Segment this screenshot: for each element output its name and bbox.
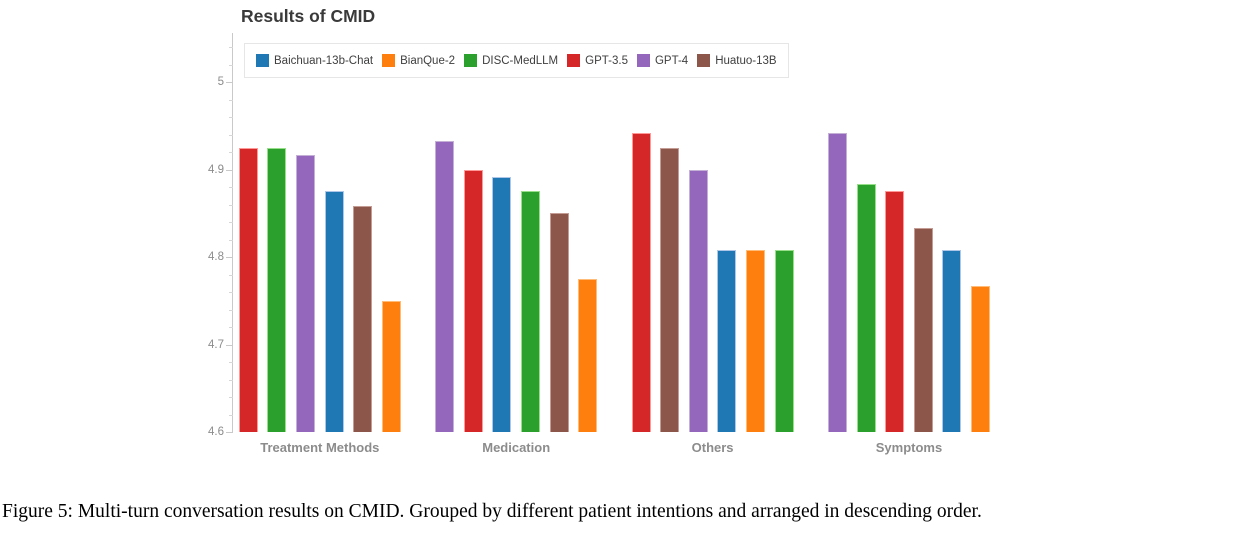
y-tick-label: 4.7 xyxy=(208,338,224,351)
y-axis-major-tick xyxy=(226,344,233,346)
bar-gpt-3.5 xyxy=(238,147,258,432)
y-axis-minor-tick xyxy=(229,309,233,311)
y-tick-label: 4.8 xyxy=(208,251,224,263)
bar-gpt-3.5 xyxy=(463,169,483,432)
y-axis-major-tick xyxy=(226,82,233,83)
figure-caption: Figure 5: Multi-turn conversation result… xyxy=(2,501,982,522)
legend-item: BianQue-2 xyxy=(382,54,455,67)
y-axis-minor-tick xyxy=(229,362,233,363)
y-tick-label: 5 xyxy=(217,76,224,88)
legend-label: GPT-4 xyxy=(654,54,689,67)
y-axis-minor-tick xyxy=(229,397,233,398)
legend-item: DISC-MedLLM xyxy=(464,54,558,67)
bar-disc-medllm xyxy=(774,250,794,432)
legend-item: GPT-3.5 xyxy=(567,54,628,67)
y-axis-minor-tick xyxy=(229,327,233,328)
bar-gpt-4 xyxy=(828,132,847,432)
y-axis-minor-tick xyxy=(229,379,233,381)
bar-huatuo-13b xyxy=(549,213,569,432)
y-axis-minor-tick xyxy=(229,99,233,101)
legend-label: BianQue-2 xyxy=(400,54,456,67)
bar-huatuo-13b xyxy=(660,147,680,432)
bar-group xyxy=(828,132,990,432)
bar-disc-medllm xyxy=(267,147,287,432)
y-tick-label: 4.9 xyxy=(208,163,224,176)
y-axis-major-tick xyxy=(226,169,233,171)
y-axis-major-tick xyxy=(226,432,233,433)
y-axis-minor-tick xyxy=(229,292,233,293)
plot-area: Baichuan-13b-Chat BianQue-2 DISC-MedLLM GPT… xyxy=(208,33,1011,455)
y-axis-minor-tick xyxy=(229,47,233,48)
legend-item: Huatuo-13B xyxy=(697,54,777,67)
bar-disc-medllm xyxy=(520,191,540,432)
y-axis-minor-tick xyxy=(229,134,233,136)
bar-huatuo-13b xyxy=(913,228,933,432)
bar-baichuan-13b-chat xyxy=(942,250,962,432)
legend: Baichuan-13b-Chat BianQue-2 DISC-MedLLM GPT… xyxy=(244,43,789,78)
y-axis-minor-tick xyxy=(229,187,233,188)
legend-swatch-icon xyxy=(636,54,650,67)
y-axis-minor-tick xyxy=(229,414,233,416)
category-label: Symptoms xyxy=(875,440,943,455)
y-axis-minor-tick xyxy=(229,274,233,276)
y-axis-minor-tick xyxy=(229,117,233,118)
legend-swatch-icon xyxy=(382,54,396,67)
legend-label: Baichuan-13b-Chat xyxy=(274,54,374,67)
chart-title: Results of CMID xyxy=(241,6,376,26)
bar-bianque-2 xyxy=(381,300,401,432)
bar-baichuan-13b-chat xyxy=(492,176,512,432)
y-axis-minor-tick xyxy=(229,64,233,66)
y-tick-label: 4.6 xyxy=(208,426,224,438)
y-axis-minor-tick xyxy=(229,204,233,206)
bar-gpt-4 xyxy=(295,154,315,432)
bar-gpt-4 xyxy=(688,169,708,432)
legend-item: GPT-4 xyxy=(636,54,689,67)
legend-swatch-icon xyxy=(697,54,711,67)
legend-swatch-icon xyxy=(464,54,478,67)
bar-disc-medllm xyxy=(856,184,876,432)
bar-bianque-2 xyxy=(578,278,598,432)
bar-gpt-3.5 xyxy=(885,191,905,432)
legend-label: DISC-MedLLM xyxy=(482,54,559,67)
y-axis-minor-tick xyxy=(229,222,233,223)
legend-swatch-icon xyxy=(567,54,581,67)
category-label: Treatment Methods xyxy=(260,440,380,455)
bar-group xyxy=(631,132,794,432)
bar-group xyxy=(435,140,598,432)
y-axis-major-tick xyxy=(226,257,233,258)
category-label: Others xyxy=(691,440,734,455)
legend-label: Huatuo-13B xyxy=(715,54,777,67)
bar-group xyxy=(238,147,401,432)
legend-swatch-icon xyxy=(256,54,269,67)
legend-item: Baichuan-13b-Chat xyxy=(256,54,373,67)
bar-gpt-3.5 xyxy=(631,132,651,432)
bar-baichuan-13b-chat xyxy=(324,191,344,432)
y-axis-minor-tick xyxy=(229,239,233,241)
bar-bianque-2 xyxy=(970,285,990,432)
bar-bianque-2 xyxy=(745,250,765,432)
legend-label: GPT-3.5 xyxy=(585,54,628,67)
bar-huatuo-13b xyxy=(353,206,373,432)
y-axis-minor-tick xyxy=(229,152,233,153)
category-label: Medication xyxy=(482,440,551,455)
bar-baichuan-13b-chat xyxy=(717,250,737,432)
bar-gpt-4 xyxy=(435,140,455,432)
